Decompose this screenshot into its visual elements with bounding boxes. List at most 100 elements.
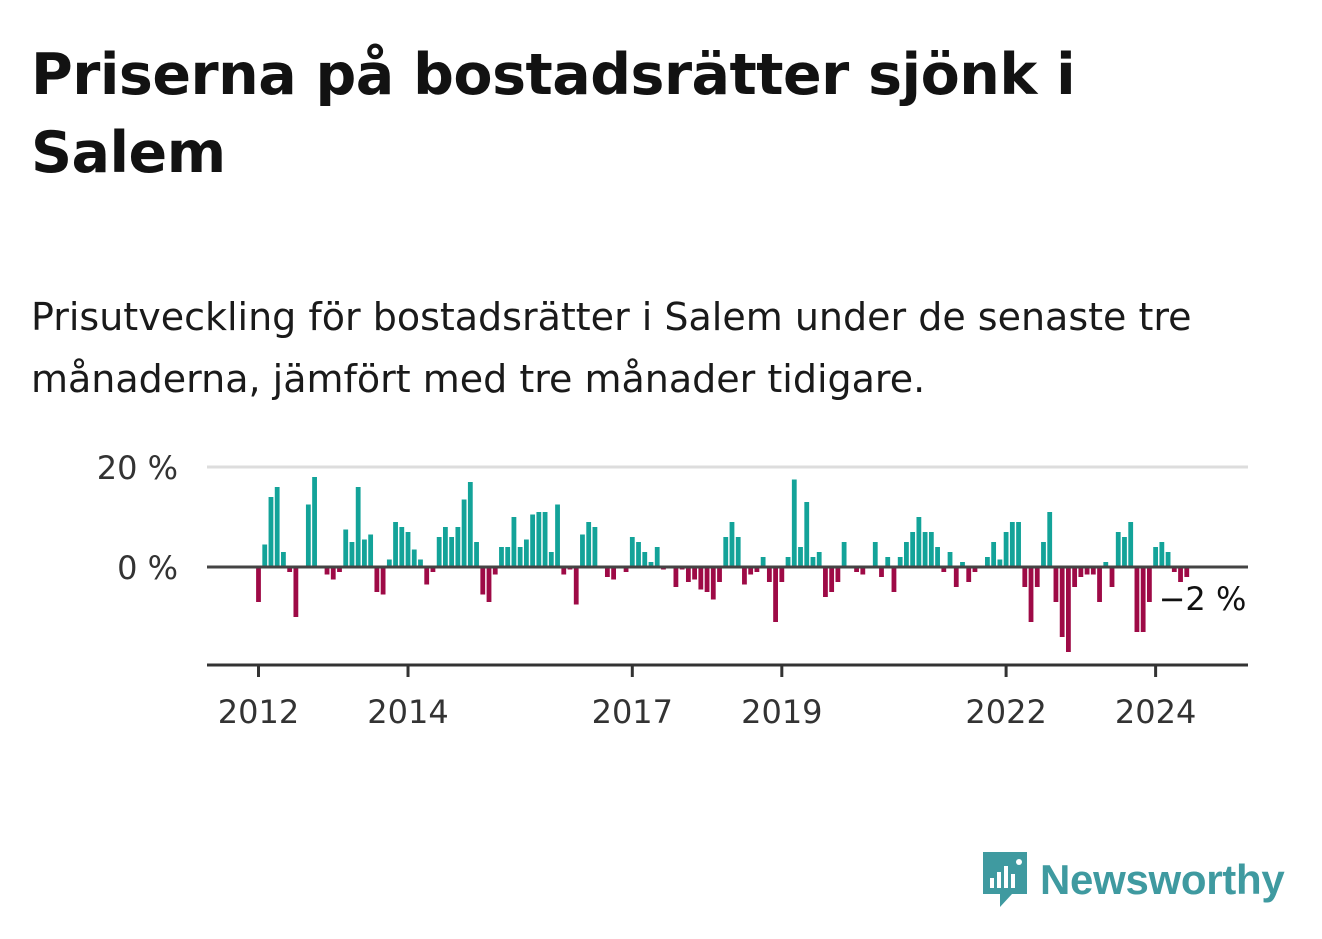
- bar: [629, 537, 635, 567]
- bar: [1041, 542, 1046, 567]
- bar: [798, 547, 803, 567]
- bar: [324, 567, 330, 575]
- bar: [1009, 522, 1015, 567]
- bar: [580, 534, 585, 567]
- bar: [1084, 567, 1090, 575]
- bar: [548, 552, 554, 567]
- logo-text: Newsworthy: [1040, 856, 1285, 903]
- value-annotation: −2 %: [1159, 580, 1247, 618]
- newsworthy-logo[interactable]: Newsworthy: [980, 850, 1285, 910]
- bar: [1115, 532, 1121, 567]
- bar: [860, 567, 866, 575]
- bar: [486, 567, 492, 602]
- bar: [685, 567, 691, 582]
- bar: [735, 537, 741, 567]
- bar: [910, 532, 916, 567]
- bar: [717, 567, 722, 582]
- bar: [1153, 547, 1159, 567]
- bar: [505, 547, 511, 567]
- bar: [511, 517, 517, 567]
- bar: [960, 562, 965, 567]
- bar: [885, 557, 891, 567]
- bar: [268, 497, 274, 567]
- x-tick-label: 2024: [1115, 693, 1196, 731]
- bar: [1159, 542, 1165, 567]
- bar: [1184, 567, 1190, 577]
- chart-title: Priserna på bostadsrätter sjönk i Salem: [31, 42, 1076, 186]
- bar: [1146, 567, 1152, 602]
- bar: [474, 542, 479, 567]
- bar: [561, 567, 567, 575]
- x-tick-label: 2022: [965, 693, 1046, 731]
- x-tick-label: 2014: [367, 693, 448, 731]
- bar: [343, 529, 349, 567]
- bars: [256, 477, 1190, 652]
- bar: [1140, 567, 1146, 632]
- bar: [492, 567, 498, 575]
- bar: [698, 567, 704, 590]
- bar: [536, 512, 542, 567]
- bar: [443, 527, 448, 567]
- bar: [636, 542, 641, 567]
- bar: [1171, 567, 1177, 572]
- bar: [399, 527, 405, 567]
- bar: [804, 502, 810, 567]
- bar: [337, 567, 342, 572]
- bar: [791, 479, 797, 567]
- bar: [611, 567, 617, 580]
- bar: [985, 557, 990, 567]
- bar: [499, 547, 504, 567]
- bar: [891, 567, 897, 592]
- bar: [424, 567, 430, 585]
- bar: [710, 567, 716, 600]
- bar: [1022, 567, 1028, 587]
- bar: [1066, 567, 1071, 652]
- bar: [293, 567, 299, 617]
- bar: [779, 567, 785, 582]
- x-tick-label: 2012: [218, 693, 299, 731]
- bar: [287, 567, 293, 572]
- bar: [673, 567, 679, 587]
- bar: [997, 559, 1003, 567]
- bar: [760, 557, 766, 567]
- bar: [841, 542, 847, 567]
- bar: [835, 567, 841, 582]
- bar: [854, 567, 859, 572]
- bar: [879, 567, 884, 577]
- bar: [1028, 567, 1034, 622]
- bar: [766, 567, 772, 582]
- bar: [1134, 567, 1140, 632]
- bar: [256, 567, 261, 602]
- x-tick-label: 2017: [592, 693, 673, 731]
- bar: [941, 567, 947, 572]
- bar: [523, 539, 529, 567]
- bar: [411, 549, 417, 567]
- bar: [262, 544, 268, 567]
- bar: [1003, 532, 1009, 567]
- bar: [386, 559, 392, 567]
- bar: [455, 527, 461, 567]
- bar: [1128, 522, 1134, 567]
- bar: [872, 542, 878, 567]
- bar: [312, 477, 317, 567]
- bar: [555, 504, 560, 567]
- bar: [586, 522, 592, 567]
- bar: [380, 567, 386, 595]
- bar: [374, 567, 380, 592]
- bar: [274, 487, 280, 567]
- bar: [449, 537, 455, 567]
- bar: [305, 504, 311, 567]
- bar: [430, 567, 436, 572]
- bar: [953, 567, 959, 587]
- bar: [904, 542, 909, 567]
- bar: [748, 567, 754, 575]
- bar: [1072, 567, 1078, 587]
- bar: [461, 499, 467, 567]
- y-tick-label: 0 %: [117, 549, 178, 587]
- bar: [1178, 567, 1183, 582]
- bar: [972, 567, 978, 572]
- bar: [823, 567, 828, 597]
- bar: [692, 567, 697, 580]
- bar: [1034, 567, 1040, 587]
- x-tick-label: 2019: [741, 693, 822, 731]
